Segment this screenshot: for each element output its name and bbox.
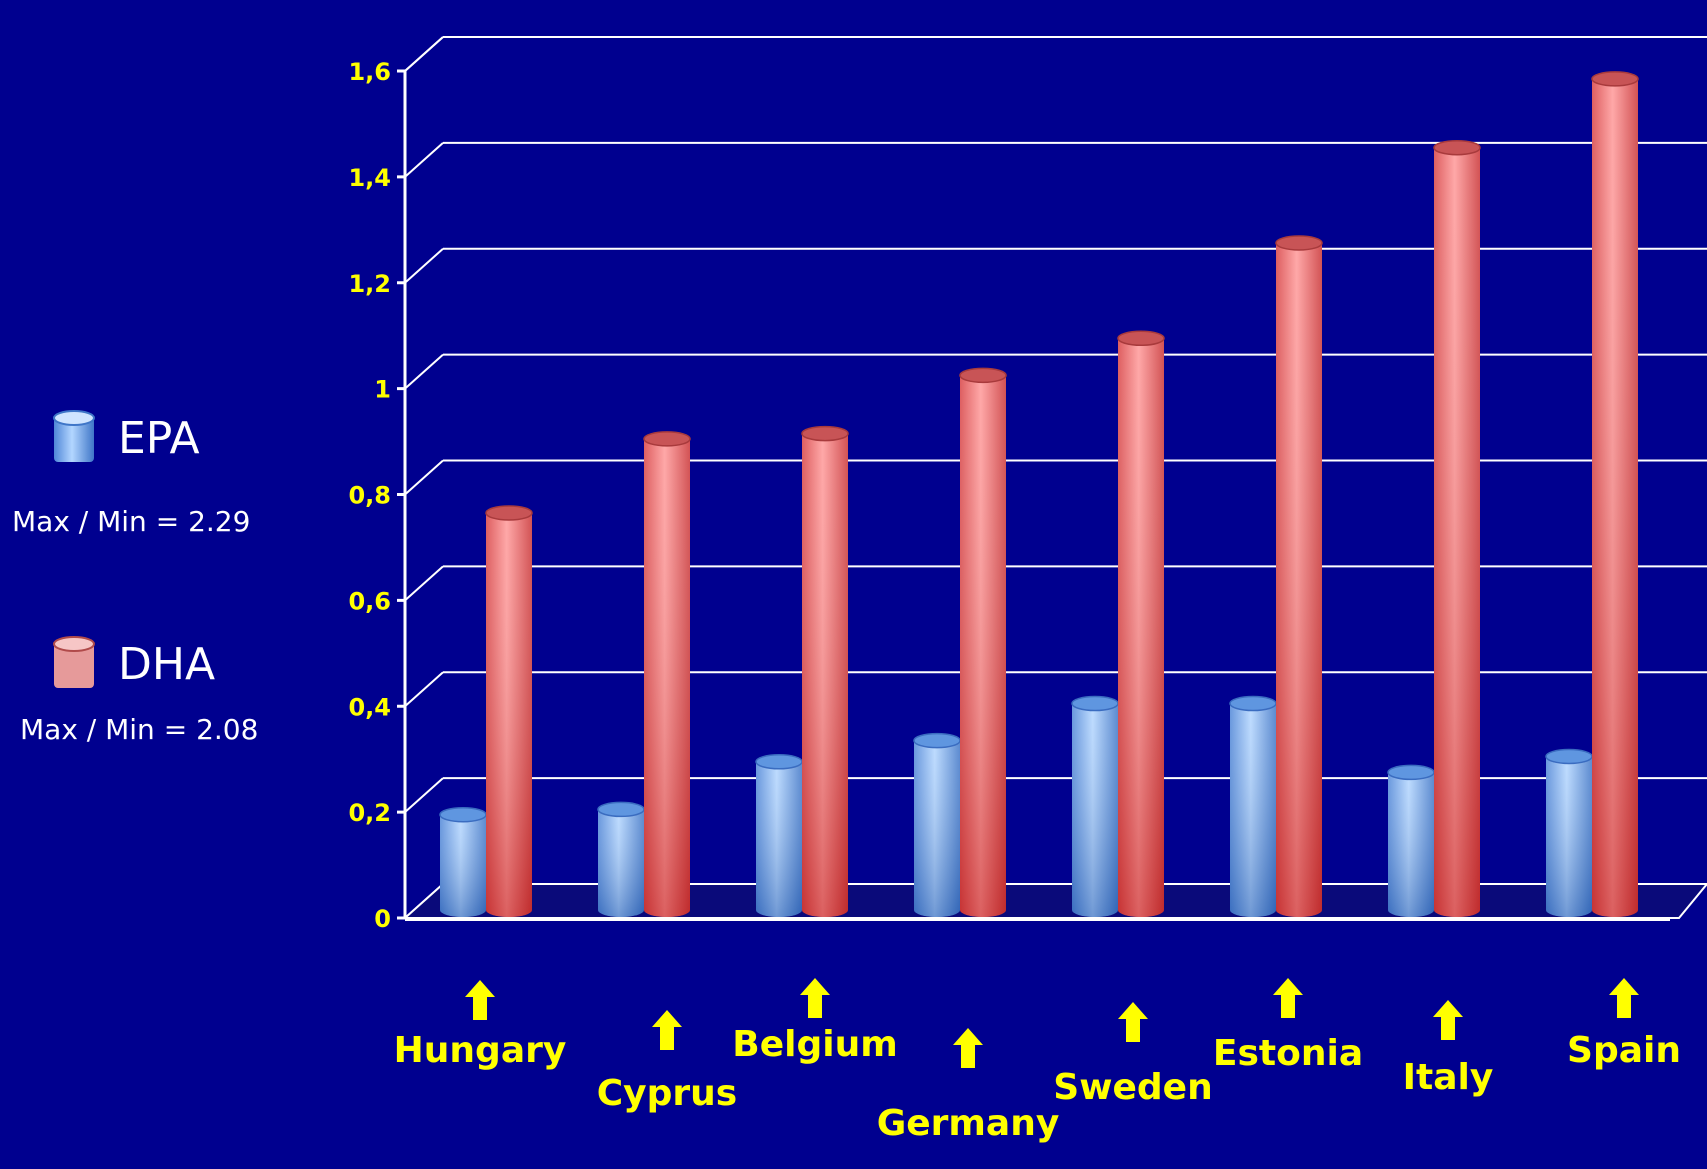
- chart-floor: [402, 883, 1707, 919]
- arrow-up-icon: [1433, 1000, 1463, 1040]
- bar-dha-cyprus: [643, 431, 691, 917]
- country-label-italy: Italy: [1402, 1057, 1494, 1098]
- country-label-hungary: Hungary: [393, 1030, 567, 1071]
- bar-dha-italy: [1433, 139, 1481, 917]
- bar-dha-sweden: [1117, 330, 1165, 917]
- bar-epa-italy: [1387, 764, 1435, 917]
- legend-epa-label: EPA: [118, 412, 200, 464]
- bar-epa-estonia: [1229, 695, 1277, 917]
- gridline-side: [404, 777, 444, 813]
- gridline-side: [404, 36, 444, 72]
- country-label-belgium: Belgium: [732, 1024, 898, 1065]
- y-tick-label: 1,6: [348, 58, 391, 86]
- y-tick-label: 1,2: [348, 270, 391, 298]
- legend-dha-label: DHA: [118, 638, 216, 690]
- bar-dha-germany: [959, 367, 1007, 917]
- bar-dha-estonia: [1275, 235, 1323, 918]
- y-tick-label: 0,6: [348, 587, 391, 615]
- country-label-spain: Spain: [1567, 1030, 1681, 1071]
- gridline-side: [404, 353, 444, 390]
- y-tick-label: 0,4: [348, 693, 391, 721]
- bar-epa-germany: [913, 732, 961, 917]
- arrow-up-icon: [1118, 1002, 1148, 1042]
- bar-epa-hungary: [439, 806, 487, 917]
- country-label-cyprus: Cyprus: [596, 1073, 738, 1114]
- arrow-up-icon: [652, 1010, 682, 1050]
- bar-dha-belgium: [801, 425, 849, 917]
- gridline-side: [404, 248, 444, 284]
- bar-epa-sweden: [1071, 695, 1119, 917]
- country-label-estonia: Estonia: [1212, 1033, 1364, 1074]
- bar-dha-hungary: [485, 505, 533, 917]
- legend-dha-note: Max / Min = 2.08: [20, 713, 259, 746]
- country-label-germany: Germany: [876, 1103, 1060, 1144]
- y-tick-label: 0: [374, 905, 391, 933]
- y-tick-label: 1,4: [348, 164, 391, 192]
- arrow-up-icon: [1273, 978, 1303, 1018]
- bar-epa-belgium: [755, 754, 803, 917]
- gridline-side: [404, 565, 444, 602]
- gridline-side: [404, 142, 444, 178]
- country-label-sweden: Sweden: [1053, 1067, 1213, 1108]
- bar-epa-cyprus: [597, 801, 645, 917]
- y-tick-label: 1: [374, 376, 391, 404]
- y-tick-label: 0,8: [348, 482, 391, 510]
- arrow-up-icon: [465, 980, 495, 1020]
- legend-dha: DHA: [52, 634, 215, 694]
- arrow-up-icon: [800, 978, 830, 1018]
- legend-epa-note: Max / Min = 2.29: [12, 505, 251, 538]
- y-tick-label: 0,2: [348, 799, 391, 827]
- epa-swatch-icon: [53, 410, 95, 462]
- dha-swatch-icon: [53, 636, 95, 688]
- legend-epa: EPA: [52, 408, 200, 468]
- bar-dha-spain: [1591, 71, 1639, 918]
- bar-epa-spain: [1545, 748, 1593, 917]
- gridline-side: [404, 459, 444, 496]
- arrow-up-icon: [953, 1028, 983, 1068]
- arrow-up-icon: [1609, 978, 1639, 1018]
- gridline-side: [404, 671, 444, 707]
